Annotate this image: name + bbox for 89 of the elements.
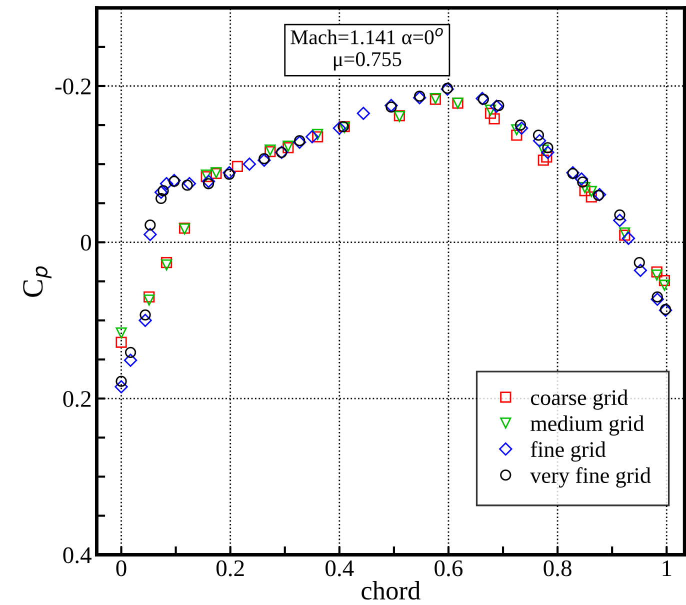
point: [579, 185, 590, 196]
point: [538, 144, 549, 156]
point: [160, 177, 174, 190]
y-tick-label: -0.2: [55, 78, 91, 95]
point: [490, 100, 504, 113]
point: [574, 172, 588, 186]
point: [258, 154, 271, 167]
point: [619, 227, 630, 238]
point: [541, 152, 552, 163]
legend-label: medium grid: [530, 415, 644, 436]
x-tick-label: 1: [662, 560, 672, 576]
point: [116, 376, 127, 387]
x-tick-label: 0.4: [326, 560, 354, 576]
point: [144, 291, 155, 303]
point: [414, 90, 426, 102]
legend-label: very fine grid: [530, 467, 651, 488]
point: [232, 160, 243, 172]
point: [577, 176, 588, 188]
y-axis-title: C$_{p}$: [23, 266, 52, 297]
point: [586, 191, 597, 202]
point: [538, 154, 549, 166]
point: [293, 136, 306, 149]
point: [514, 120, 526, 131]
point: [182, 177, 196, 190]
point: [158, 185, 169, 196]
point: [412, 91, 426, 104]
point: [224, 168, 235, 180]
point: [332, 122, 346, 135]
point: [156, 192, 167, 204]
point: [144, 228, 157, 242]
point: [511, 124, 522, 136]
point: [258, 153, 270, 164]
x-axis-title: chord: [362, 581, 420, 600]
point: [222, 166, 236, 180]
point: [294, 135, 306, 146]
point: [532, 134, 546, 148]
point: [154, 186, 168, 199]
point: [650, 292, 664, 306]
point: [116, 327, 127, 338]
point: [202, 178, 214, 190]
point: [614, 209, 626, 220]
x-tick-label: 0.6: [434, 560, 463, 576]
point: [619, 230, 630, 241]
point: [651, 266, 662, 278]
point: [613, 214, 626, 227]
point: [484, 108, 496, 119]
legend-label: coarse grid: [530, 389, 628, 410]
point: [124, 346, 136, 358]
point: [511, 130, 522, 141]
legend-label: fine grid: [530, 441, 606, 462]
x-tick-label: 0.8: [544, 560, 572, 576]
x-tick-label: 0.2: [216, 560, 244, 576]
point: [140, 309, 151, 320]
point: [182, 180, 193, 191]
point: [124, 354, 138, 367]
point: [144, 220, 156, 231]
point: [579, 182, 590, 194]
point: [312, 128, 324, 140]
point: [658, 280, 670, 291]
point: [652, 291, 663, 303]
text: Mach=1.141 α=0$^{o}$ μ=0.755: [290, 28, 443, 70]
point: [114, 380, 128, 394]
point: [586, 186, 597, 198]
point: [356, 106, 370, 120]
point: [493, 100, 504, 112]
point: [634, 257, 645, 268]
point: [242, 158, 256, 171]
point: [634, 264, 648, 277]
point: [138, 314, 152, 327]
point: [532, 130, 544, 141]
point: [312, 131, 324, 142]
y-tick-label: 0.2: [63, 391, 91, 408]
x-tick-label: 0: [116, 560, 126, 576]
point: [658, 274, 670, 286]
point: [144, 294, 155, 306]
point: [541, 146, 554, 159]
point: [651, 270, 662, 281]
point: [488, 113, 500, 124]
y-tick-label: 0.4: [63, 547, 92, 564]
point: [202, 174, 216, 188]
point: [386, 102, 397, 113]
point: [514, 122, 528, 135]
point: [306, 130, 319, 144]
point: [484, 104, 496, 116]
point: [384, 98, 398, 112]
point: [622, 232, 636, 245]
point: [116, 336, 127, 348]
point: [542, 142, 554, 154]
y-tick-label: 0: [80, 234, 91, 251]
